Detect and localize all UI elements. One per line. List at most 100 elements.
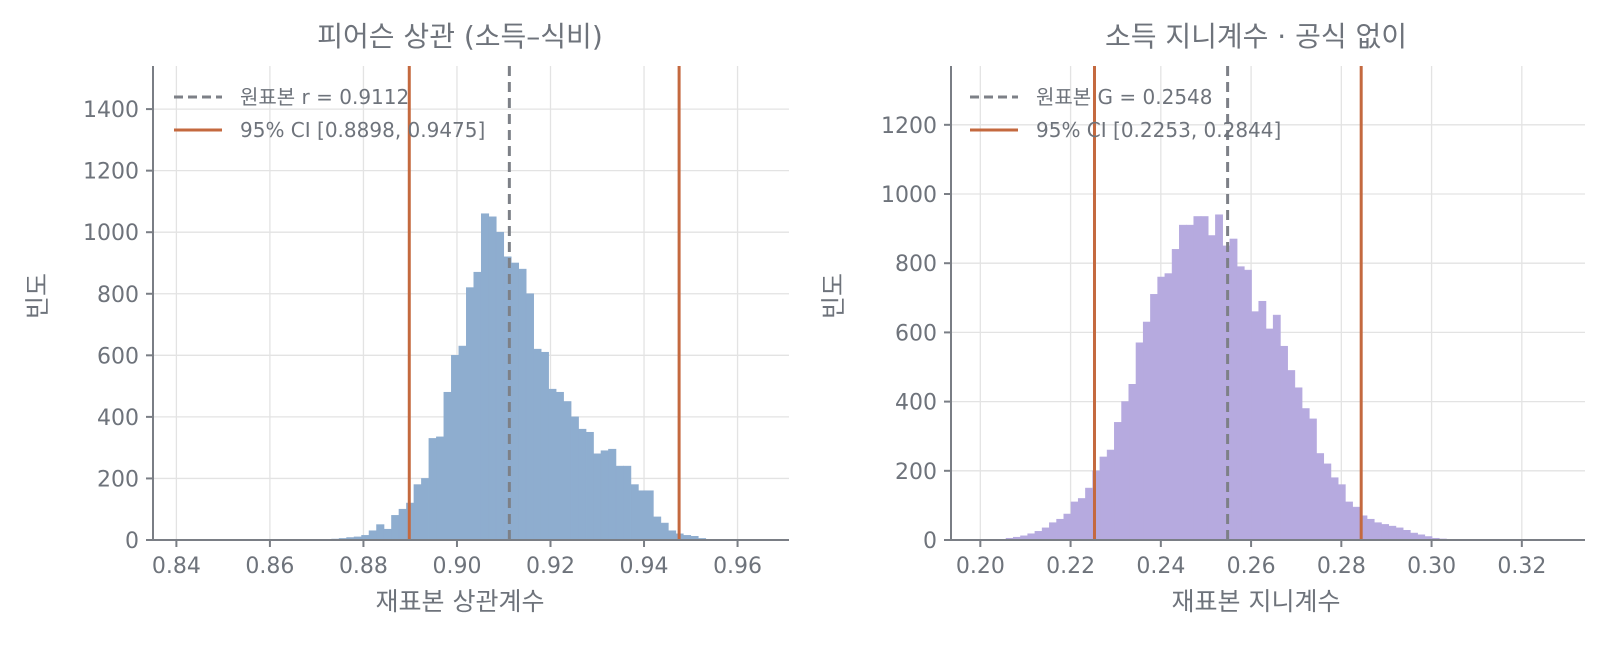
histogram-bar [1150, 294, 1158, 541]
histogram-bar [383, 528, 392, 541]
x-tick-label: 0.96 [713, 554, 762, 579]
histogram-bar [1352, 506, 1361, 541]
histogram-bar [376, 524, 385, 541]
chart-title: 피어슨 상관 (소득–식비) [317, 20, 603, 53]
histogram-bar [1280, 345, 1288, 541]
legend: 원표본 G = 0.2548 95% CI [0.2253, 0.2844] [970, 85, 1281, 142]
histogram-bar [398, 508, 407, 541]
axes-spines [152, 66, 789, 541]
y-tick-labels: 0 200 400 600 800 1000 1200 1400 [83, 98, 153, 554]
histogram-bar [1114, 422, 1122, 541]
histogram-bar [1193, 216, 1202, 541]
histogram-bar [668, 530, 677, 541]
histogram-bar [1388, 525, 1397, 541]
y-tick-label: 400 [97, 406, 139, 431]
histogram-bar [1308, 418, 1317, 541]
histogram-bar [1258, 300, 1267, 541]
histogram-bar [480, 213, 490, 541]
histogram-bar [1034, 531, 1043, 541]
histogram-bar [1164, 273, 1173, 541]
histogram-bar [473, 271, 482, 541]
histogram-bar [638, 490, 647, 541]
histogram-bar [1056, 518, 1065, 541]
histogram-bar [1251, 311, 1260, 541]
x-tick-labels: 0.20 0.22 0.24 0.26 0.28 0.30 0.32 [956, 540, 1546, 579]
histogram-bar [466, 287, 475, 541]
histogram-bar [570, 416, 579, 541]
legend: 원표본 r = 0.9112 95% CI [0.8898, 0.9475] [174, 85, 485, 142]
histogram-bar [608, 448, 617, 541]
histogram-bar [1402, 530, 1411, 541]
histogram-bar [1244, 269, 1252, 541]
histogram-bar [540, 351, 549, 541]
histogram-bar [615, 465, 624, 541]
y-tick-label: 0 [923, 529, 937, 554]
histogram-bar [563, 401, 572, 541]
x-tick-label: 0.84 [152, 554, 201, 579]
grid [153, 66, 789, 540]
histogram-bar [600, 450, 609, 541]
histogram-bar [1287, 370, 1296, 541]
histogram-bars [991, 214, 1454, 541]
histogram-bar [555, 391, 564, 541]
y-axis-label: 빈도 [819, 273, 848, 319]
histogram-bar [653, 516, 662, 541]
x-axis-label: 재표본 상관계수 [376, 587, 545, 616]
histogram-bar [1323, 463, 1332, 541]
histogram-bar [630, 484, 639, 541]
histogram-bar [1063, 513, 1072, 541]
histogram-bar [488, 216, 497, 541]
histogram-bar [1410, 532, 1418, 541]
y-tick-label: 600 [895, 321, 937, 346]
histogram-bar [1366, 518, 1375, 541]
histogram-bar [518, 268, 527, 541]
histogram-bar [368, 530, 377, 541]
histogram-bar [1381, 524, 1390, 541]
histogram-bar [593, 453, 602, 541]
histogram-bar [1049, 522, 1057, 541]
histogram-bar [443, 391, 452, 541]
x-tick-labels: 0.84 0.86 0.88 0.90 0.92 0.94 0.96 [152, 540, 762, 579]
histogram-bar [391, 515, 400, 541]
histogram-bar [1272, 314, 1281, 541]
x-tick-label: 0.92 [526, 554, 575, 579]
reference-lines [407, 66, 681, 540]
histogram-bar [1085, 487, 1093, 541]
correlation-histogram-panel: 피어슨 상관 (소득–식비) 0.84 0.86 0.88 0.90 0.92 0.94 0… [23, 20, 789, 616]
histogram-bar [1265, 328, 1274, 541]
histogram-bar [421, 478, 430, 541]
histogram-bar [1142, 321, 1151, 541]
histogram-bar [428, 438, 437, 541]
histogram-bar [1077, 498, 1086, 541]
histogram-bar [585, 431, 594, 541]
histogram-bars [308, 213, 707, 541]
chart-title: 소득 지니계수 · 공식 없이 [1105, 20, 1407, 53]
reference-lines [1092, 66, 1363, 540]
histogram-bar [1186, 224, 1195, 541]
histogram-bar [660, 522, 669, 541]
x-tick-label: 0.30 [1407, 554, 1456, 579]
histogram-bar [451, 355, 460, 541]
y-tick-label: 1400 [83, 98, 139, 123]
histogram-bar [1207, 235, 1216, 541]
histogram-bar [548, 388, 557, 541]
histogram-bar [1301, 408, 1310, 541]
x-tick-label: 0.32 [1497, 554, 1546, 579]
histogram-bar [1373, 522, 1382, 541]
histogram-bar [495, 231, 505, 541]
legend-entry-ci: 95% CI [0.8898, 0.9475] [240, 118, 485, 142]
y-tick-label: 1000 [881, 183, 937, 208]
histogram-bar [1330, 477, 1339, 541]
legend-entry-ci: 95% CI [0.2253, 0.2844] [1036, 118, 1281, 142]
legend-entry-reference: 원표본 r = 0.9112 [240, 85, 409, 109]
histogram-bar [1070, 501, 1079, 541]
histogram-bar [510, 262, 520, 541]
histogram-bar [1316, 453, 1325, 541]
histogram-bar [1200, 216, 1209, 541]
histogram-bar [1236, 266, 1245, 541]
y-tick-label: 400 [895, 391, 937, 416]
histogram-bar [1157, 276, 1166, 541]
histogram-bar [623, 465, 632, 541]
gini-histogram-panel: 소득 지니계수 · 공식 없이 0.20 0.22 0.24 0.26 0.28 0.30… [819, 20, 1585, 616]
histogram-bar [1345, 501, 1353, 541]
